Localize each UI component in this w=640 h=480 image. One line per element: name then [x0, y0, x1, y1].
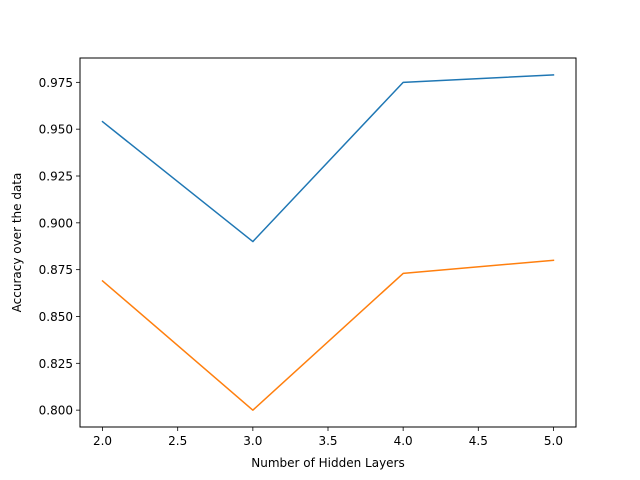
x-tick-label: 2.5	[168, 434, 187, 448]
y-tick-label: 0.850	[39, 310, 73, 324]
x-tick-label: 4.0	[394, 434, 413, 448]
y-tick-label: 0.800	[39, 404, 73, 418]
series-line-1	[101, 74, 555, 243]
y-tick-label: 0.975	[39, 76, 73, 90]
x-tick-label: 2.0	[93, 434, 112, 448]
y-tick-label: 0.825	[39, 357, 73, 371]
series-layer	[101, 74, 555, 411]
y-tick-label: 0.950	[39, 123, 73, 137]
x-tick-label: 3.0	[243, 434, 262, 448]
series-line-2	[101, 259, 555, 411]
y-axis: 0.800 0.825 0.850 0.875 0.900 0.925 0.950 0.975	[39, 76, 80, 418]
x-axis: 2.0 2.5 3.0 3.5 4.0 4.5 5.0	[93, 427, 563, 448]
x-tick-label: 3.5	[318, 434, 337, 448]
y-tick-label: 0.875	[39, 263, 73, 277]
x-tick-label: 5.0	[544, 434, 563, 448]
x-tick-label: 4.5	[469, 434, 488, 448]
y-tick-label: 0.925	[39, 170, 73, 184]
y-tick-label: 0.900	[39, 216, 73, 230]
y-axis-label: Accuracy over the data	[10, 173, 24, 313]
x-axis-label: Number of Hidden Layers	[251, 456, 405, 470]
